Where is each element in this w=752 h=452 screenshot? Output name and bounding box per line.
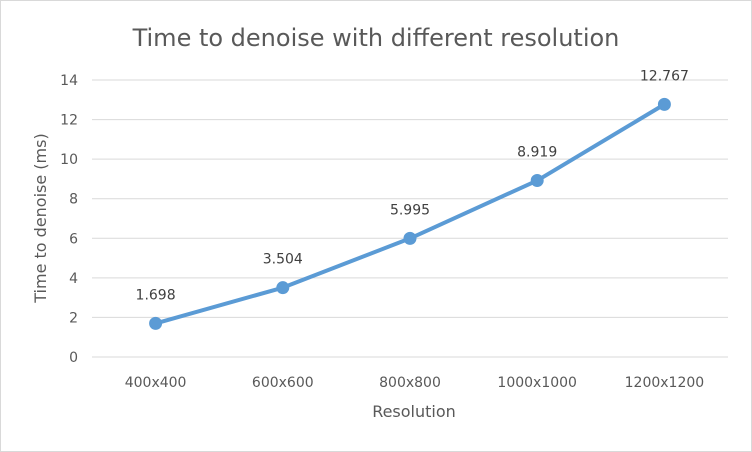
y-axis-title: Time to denoise (ms) — [31, 133, 50, 303]
data-point — [149, 316, 163, 330]
data-point — [530, 174, 544, 188]
y-axis-ticks: 0 2 4 6 8 10 12 14 — [60, 73, 78, 366]
y-tick-label: 14 — [60, 73, 78, 89]
y-tick-label: 12 — [60, 113, 78, 129]
y-tick-label: 4 — [69, 271, 78, 287]
x-tick-label: 600x600 — [252, 375, 314, 391]
data-label: 5.995 — [390, 202, 430, 218]
x-tick-label: 1000x1000 — [497, 375, 577, 391]
y-tick-label: 10 — [60, 152, 78, 168]
x-tick-label: 400x400 — [125, 375, 187, 391]
gridlines — [92, 79, 728, 358]
data-label: 8.919 — [517, 145, 557, 161]
chart-title: Time to denoise with different resolutio… — [132, 24, 620, 52]
x-axis-title: Resolution — [372, 402, 456, 421]
y-tick-label: 8 — [69, 192, 78, 208]
data-series — [149, 97, 671, 330]
data-label: 1.698 — [136, 287, 176, 303]
y-tick-label: 6 — [69, 231, 78, 247]
x-axis-ticks: 400x400 600x600 800x800 1000x1000 1200x1200 — [125, 375, 704, 391]
x-tick-label: 800x800 — [379, 375, 441, 391]
y-tick-label: 0 — [69, 350, 78, 366]
data-point — [276, 281, 290, 295]
x-tick-label: 1200x1200 — [625, 375, 705, 391]
data-point — [657, 97, 671, 111]
data-label: 12.767 — [640, 68, 689, 84]
data-point — [403, 231, 417, 245]
data-labels: 1.698 3.504 5.995 8.919 12.767 — [136, 68, 689, 303]
y-tick-label: 2 — [69, 310, 78, 326]
data-label: 3.504 — [263, 252, 303, 268]
